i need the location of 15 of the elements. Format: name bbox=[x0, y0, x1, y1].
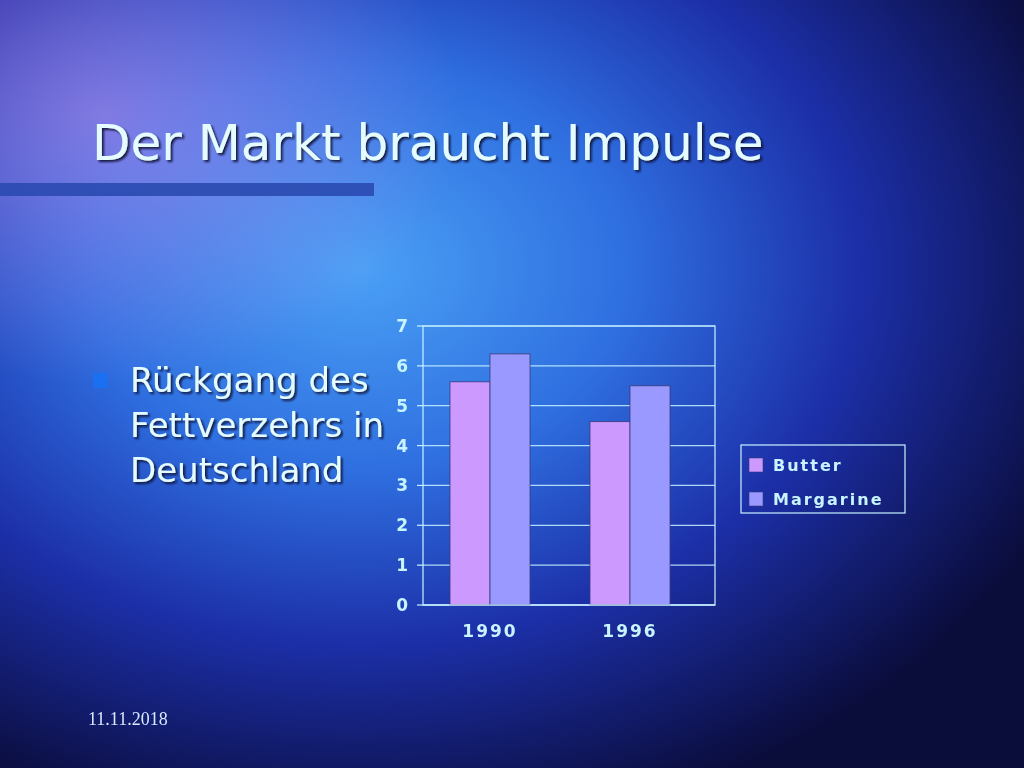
legend-label: Margarine bbox=[773, 490, 884, 509]
y-tick-label: 5 bbox=[396, 395, 408, 416]
y-tick-label: 6 bbox=[396, 355, 408, 376]
chart-title: Der Markt braucht Impulse bbox=[92, 114, 764, 172]
y-tick-label: 4 bbox=[396, 435, 409, 456]
text: 11.11.2018 bbox=[88, 709, 168, 729]
y-tick-label: 0 bbox=[396, 594, 409, 615]
x-tick-label: 1996 bbox=[602, 621, 658, 641]
y-tick-label: 2 bbox=[396, 515, 408, 536]
legend-label: Butter bbox=[773, 456, 843, 475]
y-tick-label: 1 bbox=[396, 555, 408, 576]
text: Rückgang des Fettverzehrs in Deutschland bbox=[130, 360, 385, 490]
x-tick-label: 1990 bbox=[462, 621, 518, 641]
y-tick-label: 3 bbox=[396, 475, 408, 496]
y-tick-label: 7 bbox=[396, 315, 408, 336]
